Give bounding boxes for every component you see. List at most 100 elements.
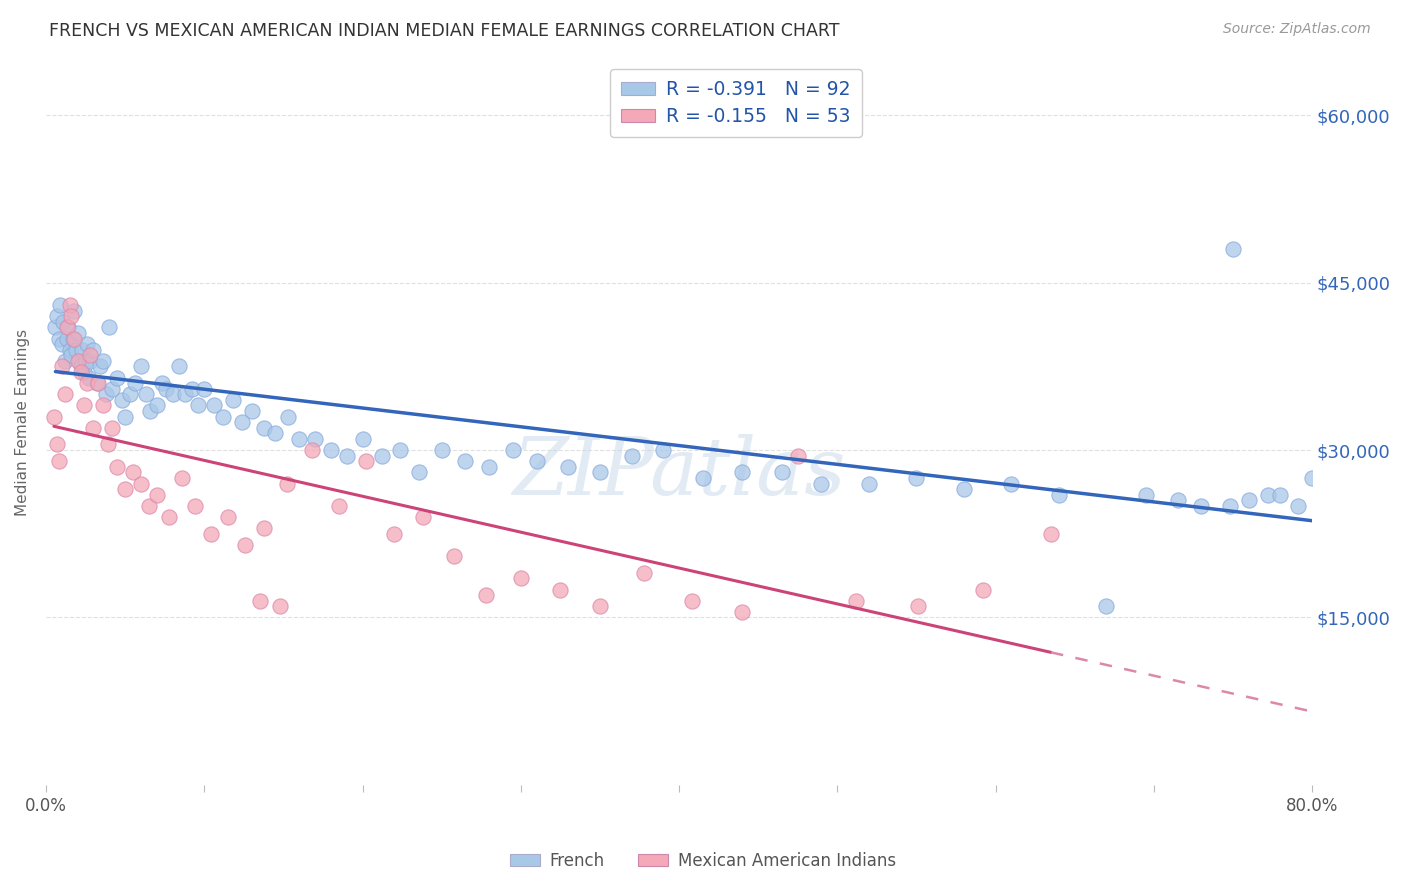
Point [264,426,287,441]
Point [135,387,157,401]
Point [478,459,501,474]
Point [65,343,87,357]
Point [129,476,152,491]
Point [118,387,141,401]
Point [681,593,703,607]
Point [69,365,91,379]
Point [253,521,276,535]
Point [139,404,162,418]
Point [180,382,202,396]
Point [60,309,83,323]
Point [277,409,299,424]
Point [42,409,65,424]
Point [235,538,257,552]
Point [76,337,98,351]
Point [249,593,271,607]
Point [240,404,263,418]
Point [48,454,70,468]
Point [557,459,579,474]
Point [94,387,117,401]
Point [105,459,128,474]
Point [304,432,326,446]
Point [526,454,548,468]
Point [87,376,110,391]
Point [101,421,124,435]
Point [222,392,245,407]
Point [589,599,612,614]
Point [652,443,675,458]
Point [301,443,323,458]
Point [56,320,79,334]
Point [1040,526,1063,541]
Point [91,399,114,413]
Point [97,437,120,451]
Point [1286,499,1309,513]
Point [162,387,184,401]
Point [1219,499,1241,513]
Point [172,471,194,485]
Point [51,359,73,374]
Point [1095,599,1118,614]
Point [46,437,69,451]
Point [502,443,524,458]
Point [46,309,69,323]
Point [370,449,392,463]
Point [620,449,643,463]
Point [336,449,359,463]
Point [454,454,477,468]
Point [167,359,190,374]
Point [111,392,134,407]
Point [589,466,612,480]
Text: Source: ZipAtlas.com: Source: ZipAtlas.com [1223,22,1371,37]
Point [184,499,207,513]
Point [55,331,77,345]
Point [412,510,434,524]
Point [953,482,976,496]
Point [288,432,311,446]
Point [63,303,86,318]
Point [810,476,832,491]
Point [692,471,714,485]
Point [1270,488,1292,502]
Point [1301,471,1323,485]
Point [66,354,89,368]
Legend: French, Mexican American Indians: French, Mexican American Indians [503,846,903,877]
Point [89,359,111,374]
Point [633,566,655,580]
Point [114,409,136,424]
Point [122,466,145,480]
Point [408,466,430,480]
Point [67,354,90,368]
Point [59,298,82,312]
Point [55,320,77,334]
Point [1135,488,1157,502]
Point [276,476,298,491]
Point [75,354,97,368]
Point [52,315,75,329]
Point [86,376,108,391]
Point [63,331,86,345]
Point [138,499,160,513]
Point [174,387,197,401]
Point [509,571,531,585]
Point [91,354,114,368]
Point [187,399,209,413]
Point [354,454,377,468]
Point [972,582,994,597]
Point [1237,493,1260,508]
Point [1189,499,1212,513]
Point [159,510,181,524]
Y-axis label: Median Female Earnings: Median Female Earnings [15,328,30,516]
Point [1257,488,1279,502]
Point [1222,242,1244,256]
Point [48,331,70,345]
Point [269,599,291,614]
Point [79,348,101,362]
Point [319,443,342,458]
Point [786,449,808,463]
Point [770,466,793,480]
Point [253,421,276,435]
Point [1000,476,1022,491]
Point [907,599,929,614]
Point [76,376,98,391]
